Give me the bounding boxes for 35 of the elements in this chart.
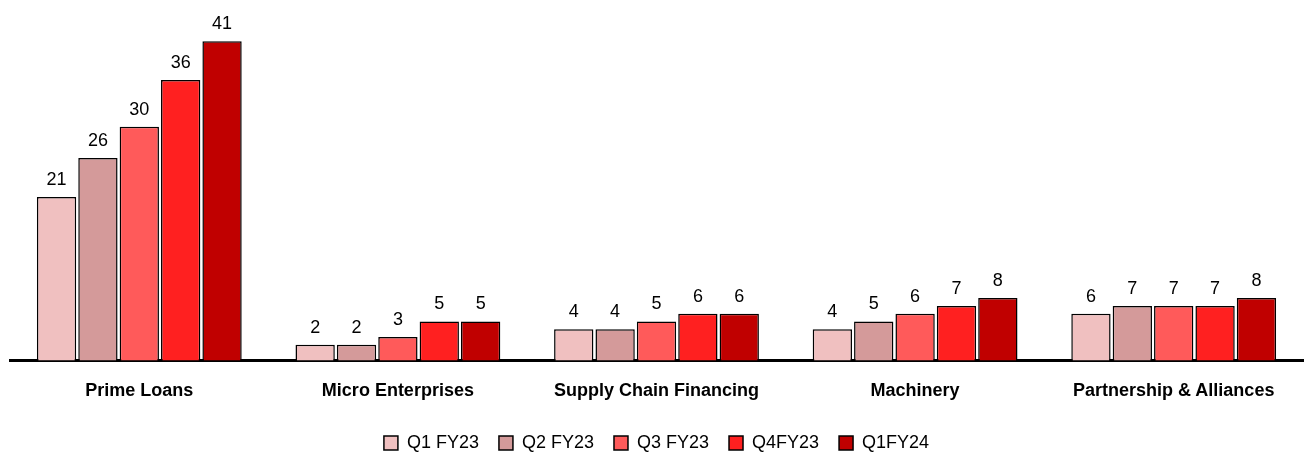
data-label: 36	[170, 52, 191, 73]
data-label: 6	[1085, 285, 1096, 306]
data-label: 4	[827, 301, 838, 322]
x-tick-label: Partnership & Alliances	[1073, 380, 1275, 401]
data-label: 21	[46, 168, 67, 189]
data-label: 6	[910, 285, 921, 306]
data-label: 26	[87, 129, 108, 150]
data-label: 6	[734, 285, 745, 306]
data-label: 5	[434, 293, 445, 314]
x-tick-label: Machinery	[870, 380, 960, 401]
data-label: 5	[651, 293, 662, 314]
legend-label: Q3 FY23	[636, 431, 710, 452]
x-tick-label: Prime Loans	[85, 380, 194, 401]
legend-label: Q1FY24	[862, 431, 930, 452]
data-label: 41	[212, 13, 233, 34]
data-label: 5	[868, 293, 879, 314]
data-label: 30	[129, 98, 150, 119]
data-label: 5	[475, 293, 486, 314]
data-label: 7	[1168, 277, 1179, 298]
data-label: 7	[1127, 277, 1138, 298]
x-tick-label: Micro Enterprises	[321, 380, 474, 401]
data-label: 7	[1210, 277, 1221, 298]
legend-label: Q1 FY23	[406, 431, 479, 452]
data-label: 8	[992, 270, 1003, 291]
data-label: 3	[392, 309, 403, 330]
data-label: 4	[568, 301, 579, 322]
data-label: 7	[951, 277, 962, 298]
data-label: 2	[351, 316, 362, 337]
legend-label: Q2 FY23	[521, 431, 594, 452]
x-tick-label: Supply Chain Financing	[553, 380, 760, 401]
data-label: 8	[1251, 270, 1262, 291]
legend-label: Q4FY23	[752, 431, 820, 452]
data-label: 2	[310, 316, 321, 337]
data-label: 6	[692, 285, 703, 306]
data-label: 4	[610, 301, 621, 322]
